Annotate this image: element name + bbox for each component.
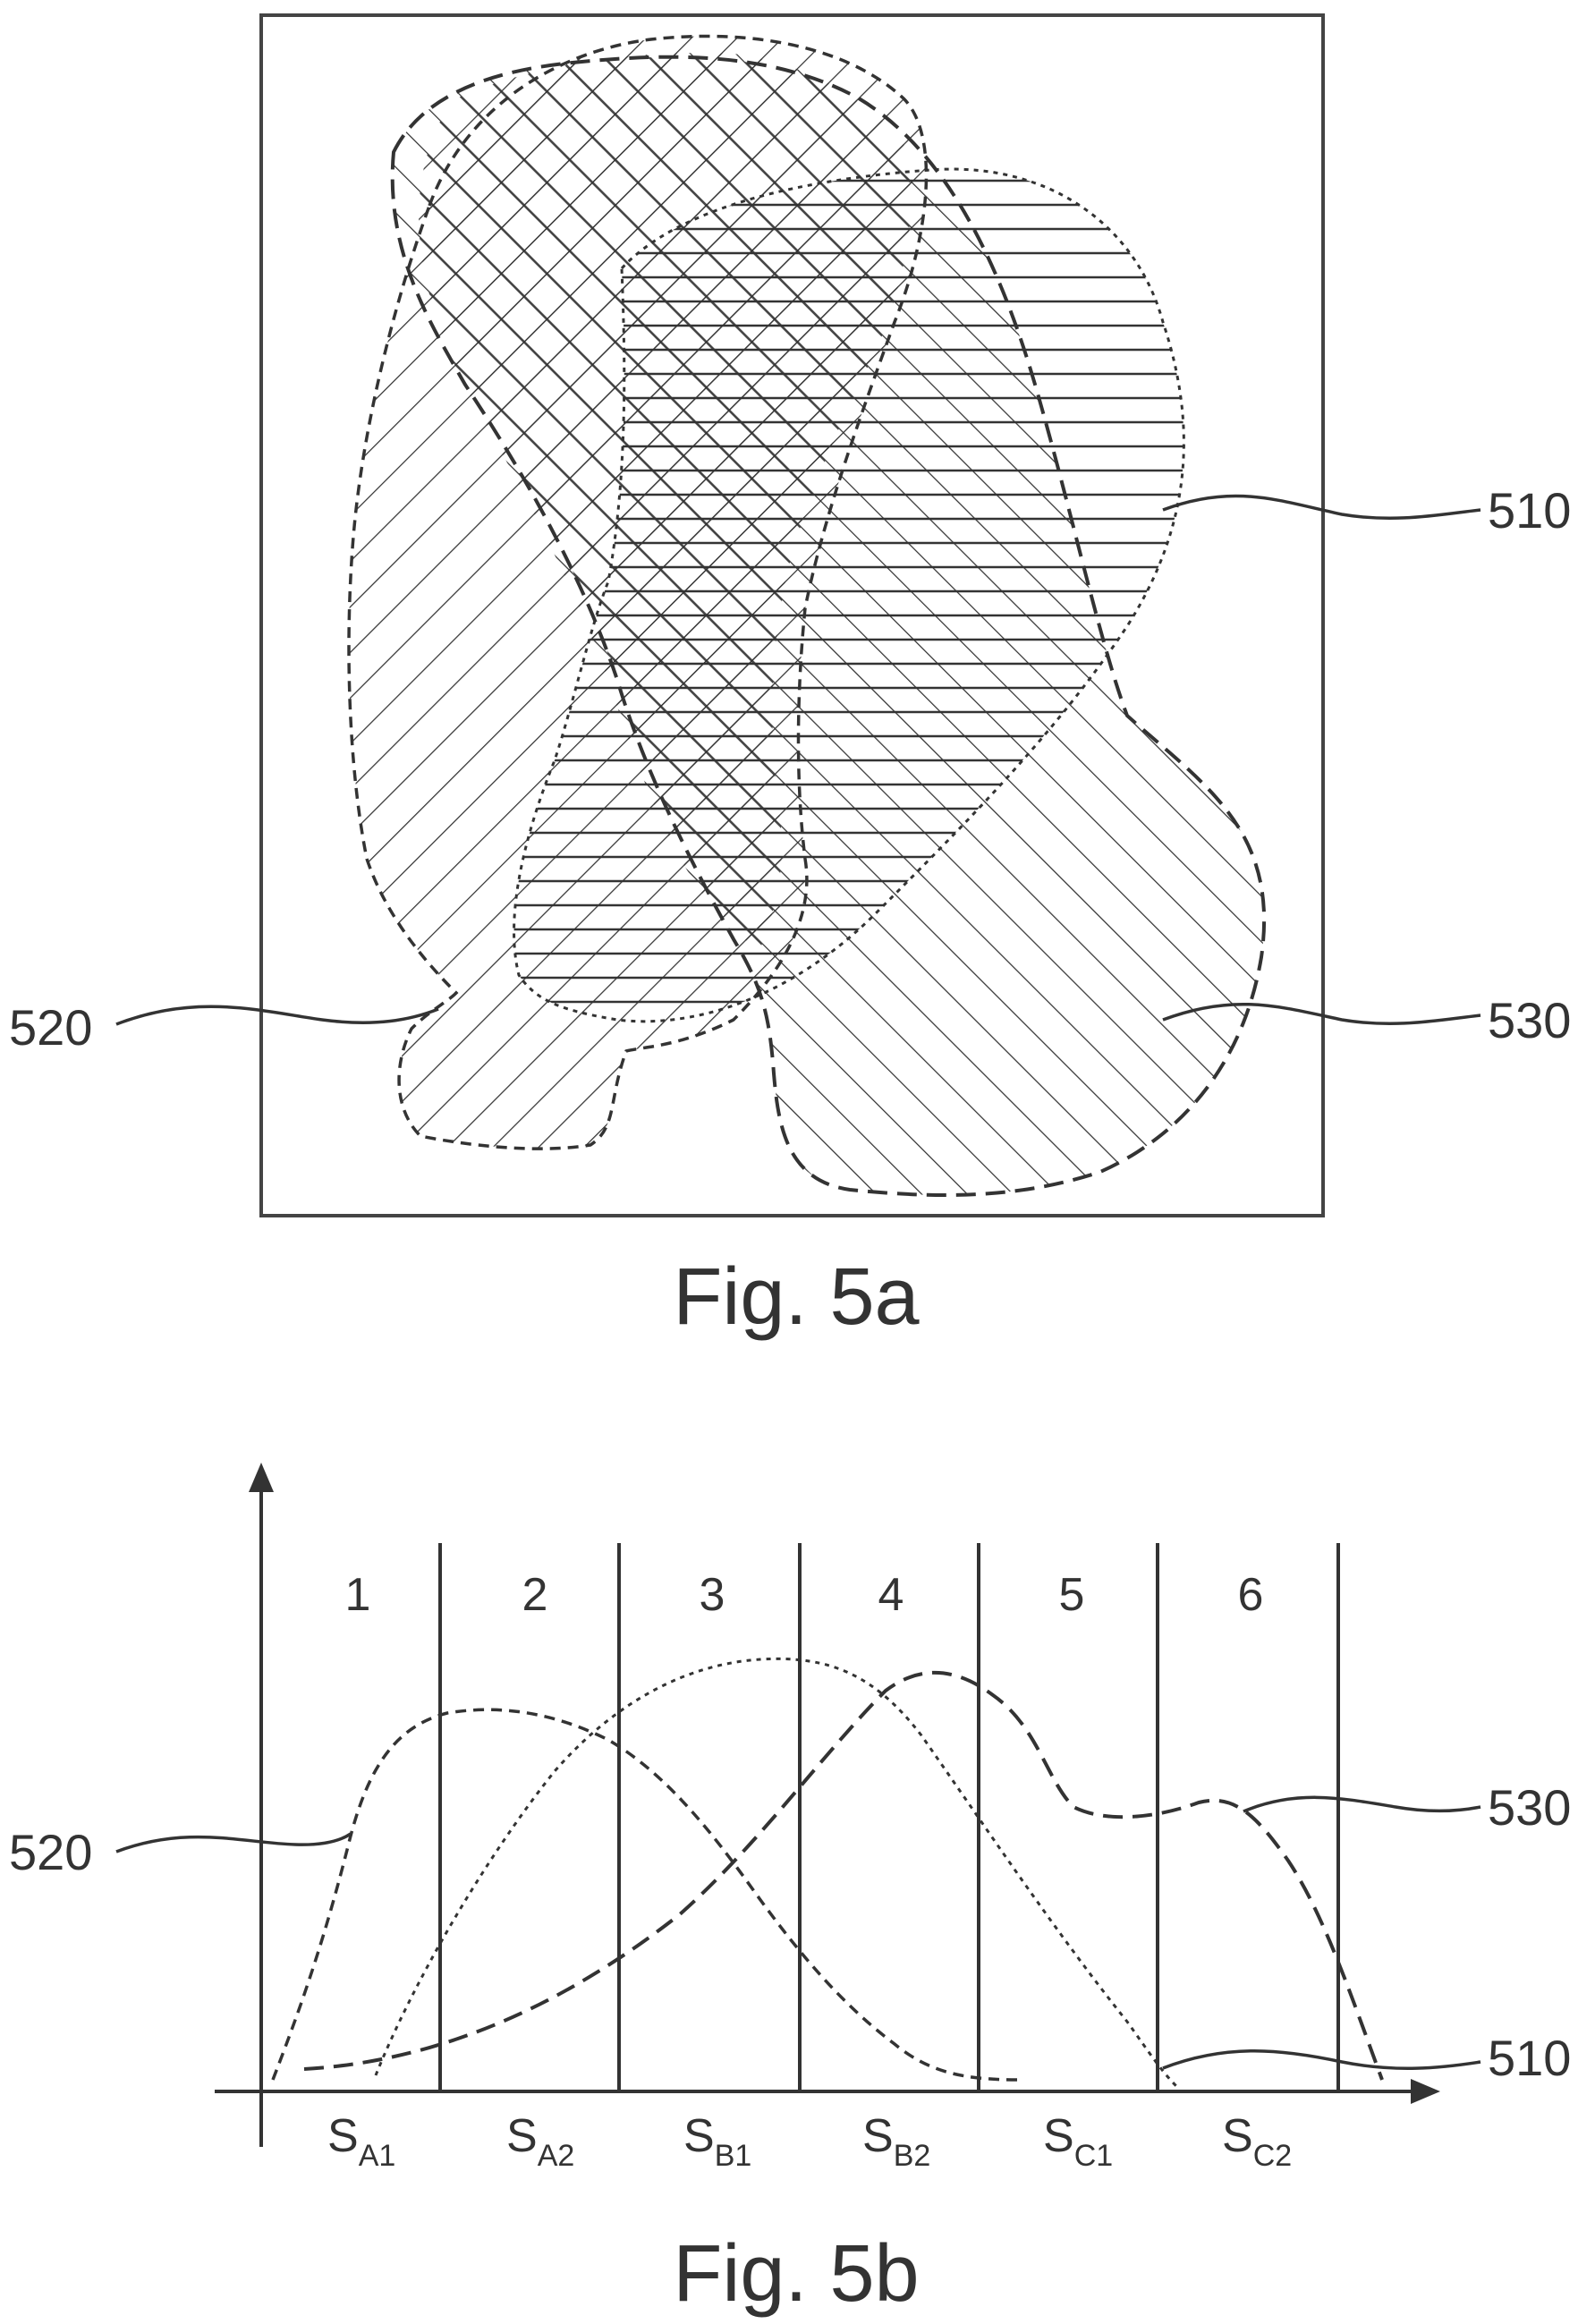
curve-510 (376, 1658, 1179, 2089)
caption-fig-5a: Fig. 5a (673, 1252, 920, 1342)
label-530-a: 530 (1488, 992, 1571, 1048)
segment-label-5: SC1 (1043, 2110, 1113, 2173)
segment-label-2: SA2 (506, 2110, 574, 2173)
x-axis-arrow (1411, 2079, 1440, 2104)
segment-number-6: 6 (1238, 1569, 1264, 1621)
segment-label-4: SB2 (862, 2110, 930, 2173)
leader-530-b (1243, 1797, 1480, 1811)
label-520-a: 520 (9, 999, 92, 1056)
leader-520-b (116, 1834, 351, 1852)
segment-number-5: 5 (1059, 1569, 1085, 1621)
label-510-b: 510 (1488, 2030, 1571, 2086)
curve-520 (273, 1709, 1020, 2080)
curve-530 (304, 1673, 1382, 2080)
caption-fig-5b: Fig. 5b (673, 2229, 919, 2319)
label-510-a: 510 (1488, 482, 1571, 539)
y-axis-arrow (249, 1463, 274, 1492)
leader-510-b (1163, 2051, 1480, 2069)
segment-label-3: SB1 (683, 2110, 751, 2173)
segment-dividers (440, 1543, 1338, 2091)
label-520-b: 520 (9, 1824, 92, 1880)
segment-number-3: 3 (700, 1569, 725, 1621)
segment-number-1: 1 (345, 1569, 371, 1621)
leader-520-a (116, 1006, 438, 1024)
segment-number-2: 2 (522, 1569, 548, 1621)
fig-5a: 510 520 530 Fig. 5a (9, 15, 1571, 1342)
fig-5b: 1 2 3 4 5 6 SA1 SA2 SB1 SB2 SC1 SC2 (9, 1463, 1571, 2319)
label-530-b: 530 (1488, 1779, 1571, 1836)
segment-label-6: SC2 (1222, 2110, 1292, 2173)
segment-label-1: SA1 (327, 2110, 395, 2173)
segment-number-4: 4 (878, 1569, 904, 1621)
